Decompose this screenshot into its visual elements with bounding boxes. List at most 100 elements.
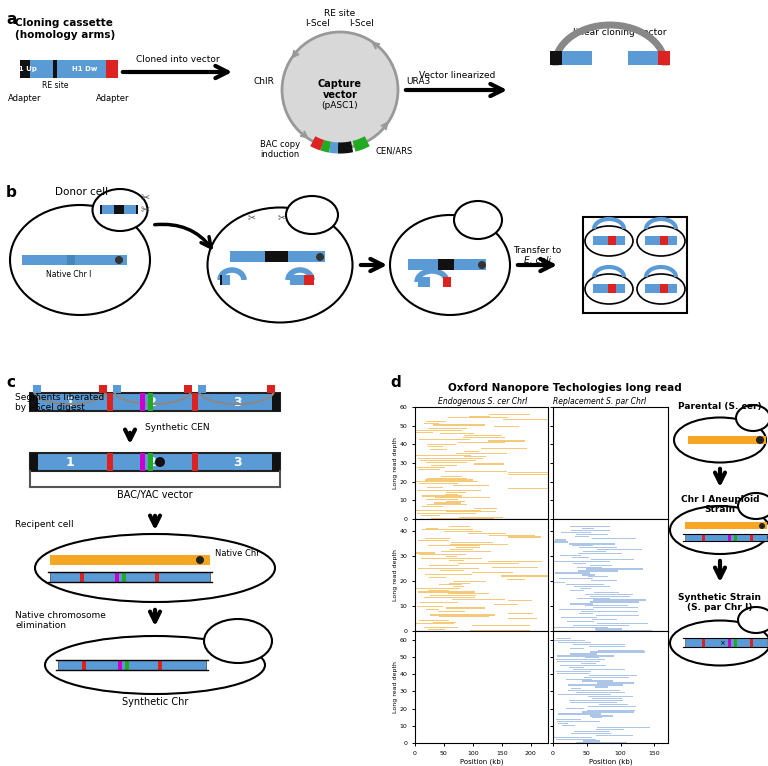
Ellipse shape [637, 274, 685, 304]
Bar [99, 385, 107, 393]
Bar [30, 60, 68, 78]
Bar [30, 393, 38, 411]
Bar [585, 594, 633, 595]
Text: Recipent cell: Recipent cell [15, 520, 74, 529]
Bar [592, 619, 617, 620]
Bar [668, 284, 677, 293]
Bar [591, 715, 614, 716]
Bar [688, 436, 766, 444]
Bar [446, 556, 457, 557]
Text: b: b [6, 185, 17, 200]
Bar [568, 690, 621, 692]
Bar [113, 385, 121, 393]
Bar [58, 660, 206, 670]
Bar [67, 255, 75, 265]
Bar [588, 696, 633, 697]
Bar [594, 607, 638, 608]
Bar [50, 572, 210, 582]
Bar [440, 570, 464, 571]
Ellipse shape [207, 208, 353, 322]
Bar [571, 733, 611, 734]
Bar [578, 547, 617, 548]
Bar [454, 581, 486, 582]
Text: (homology arms): (homology arms) [15, 30, 115, 40]
Bar [430, 614, 495, 616]
Bar [446, 501, 465, 502]
Bar [598, 623, 647, 624]
Text: Transfer to: Transfer to [513, 246, 561, 255]
Circle shape [196, 556, 204, 564]
Text: 3: 3 [233, 456, 241, 469]
Ellipse shape [35, 534, 275, 602]
Bar [588, 705, 636, 707]
Bar [290, 275, 304, 285]
Text: CEN/ARS: CEN/ARS [376, 146, 412, 155]
Text: Native Chr: Native Chr [215, 549, 260, 558]
Bar [155, 572, 159, 582]
Bar [428, 478, 467, 479]
Bar [443, 277, 451, 287]
Bar [124, 205, 136, 214]
Bar [685, 638, 767, 647]
Ellipse shape [670, 620, 768, 666]
Text: RE site: RE site [324, 9, 356, 18]
Bar [495, 604, 518, 605]
Bar [415, 431, 432, 433]
Bar [230, 251, 325, 262]
Text: 2: 2 [147, 395, 157, 408]
Bar [596, 728, 624, 730]
Text: 1: 1 [65, 395, 74, 408]
Bar [272, 393, 280, 411]
Bar [562, 51, 592, 65]
Bar [449, 559, 465, 561]
Y-axis label: Long read depth: Long read depth [393, 661, 398, 713]
Bar [559, 578, 593, 579]
Ellipse shape [738, 493, 768, 519]
Bar [30, 453, 280, 471]
Text: Synthetic Chr: Synthetic Chr [122, 697, 188, 707]
Text: repair: repair [270, 254, 284, 260]
Text: (pASC1): (pASC1) [322, 100, 359, 110]
Bar [22, 255, 127, 265]
Ellipse shape [585, 226, 633, 256]
Bar [421, 515, 440, 516]
Circle shape [756, 436, 764, 444]
Bar [419, 483, 458, 484]
Bar [685, 522, 767, 529]
Bar [428, 545, 481, 546]
Ellipse shape [390, 215, 510, 315]
Bar [578, 553, 622, 555]
Bar [558, 673, 591, 674]
Bar [464, 451, 478, 452]
Bar [554, 737, 591, 738]
Circle shape [155, 457, 165, 467]
Bar [585, 657, 598, 659]
Text: Synthetic Strain
(S. par Chr I): Synthetic Strain (S. par Chr I) [678, 593, 762, 612]
Circle shape [115, 256, 123, 264]
Bar [590, 565, 612, 566]
Text: Endogenous S. cer ChrI: Endogenous S. cer ChrI [439, 397, 528, 406]
Bar [594, 591, 620, 593]
Bar [559, 609, 594, 611]
Bar [148, 393, 153, 411]
Bar [452, 586, 464, 588]
Bar [501, 575, 548, 577]
X-axis label: Position (kb): Position (kb) [589, 758, 632, 765]
Bar [554, 627, 607, 628]
Bar [573, 563, 586, 564]
Text: Chr I Aneuploid
Strain: Chr I Aneuploid Strain [680, 495, 760, 515]
Text: a: a [6, 12, 16, 27]
Bar [80, 572, 84, 582]
Text: Adapter: Adapter [8, 94, 41, 103]
Bar [419, 439, 470, 440]
Text: repair: repair [440, 263, 454, 267]
Bar [558, 642, 591, 643]
Bar [445, 493, 458, 495]
X-axis label: Position (kb): Position (kb) [460, 758, 503, 765]
Bar [595, 628, 622, 630]
Bar [408, 259, 438, 270]
Bar [597, 549, 642, 550]
Bar [734, 534, 737, 541]
Text: ✂: ✂ [141, 205, 150, 215]
Bar [434, 502, 461, 503]
